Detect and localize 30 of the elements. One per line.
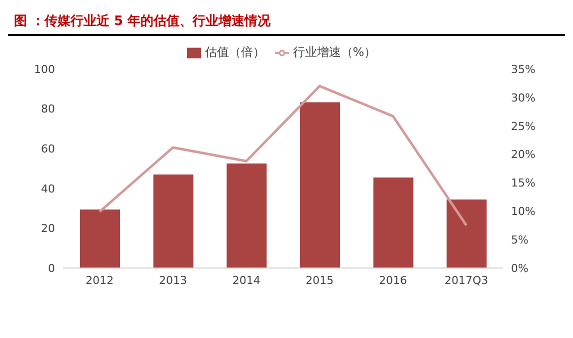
- bar: [446, 200, 487, 268]
- x-tick-label: 2013: [159, 274, 187, 287]
- y2-tick-label: 15%: [511, 176, 536, 190]
- y-tick-label: 60: [41, 142, 55, 156]
- bar: [153, 174, 194, 268]
- y-tick-label: 0: [48, 262, 55, 275]
- x-tick-label: 2016: [379, 274, 407, 287]
- chart-title: 图 ：传媒行业近 5 年的估值、行业增速情况: [8, 8, 565, 36]
- bar: [300, 102, 340, 268]
- legend-label: 估值（倍）: [204, 45, 265, 59]
- y2-tick-label: 35%: [511, 62, 536, 76]
- bar: [373, 177, 414, 268]
- x-tick-label: 2017Q3: [444, 274, 488, 287]
- x-tick-label: 2015: [306, 274, 334, 287]
- bar: [80, 209, 120, 268]
- line-series: [98, 84, 468, 227]
- legend-label: 行业增速（%）: [292, 45, 376, 59]
- y2-tick-label: 5%: [511, 233, 528, 246]
- y-tick-label: 40: [41, 182, 55, 196]
- y-tick-label: 80: [41, 102, 55, 116]
- y2-tick-label: 10%: [511, 205, 536, 218]
- y2-tick-label: 20%: [511, 148, 536, 162]
- y-tick-label: 100: [34, 62, 55, 76]
- bar: [226, 164, 267, 268]
- y2-tick-label: 25%: [511, 120, 536, 133]
- y-tick-label: 20: [41, 222, 55, 236]
- x-tick-label: 2014: [232, 274, 260, 287]
- y2-tick-label: 30%: [511, 91, 536, 104]
- y2-tick-label: 0%: [511, 262, 528, 275]
- x-tick-label: 2012: [86, 274, 114, 287]
